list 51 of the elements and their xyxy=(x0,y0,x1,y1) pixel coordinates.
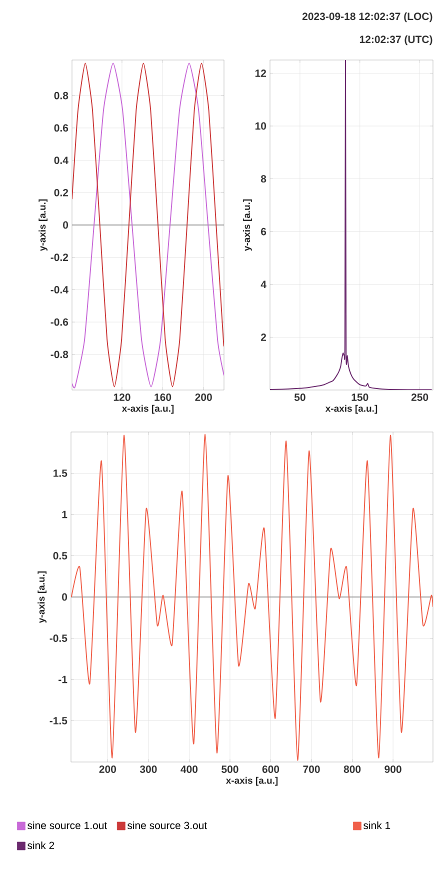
x-tick-label: 50 xyxy=(294,394,306,401)
x-tick-label: 300 xyxy=(140,766,157,773)
y-tick-label: 2 xyxy=(260,334,266,341)
y-tick-label: 0.4 xyxy=(54,156,68,164)
x-tick-label: 700 xyxy=(303,766,320,773)
legend-label: sink 2 xyxy=(27,841,54,850)
y-tick-label: -0.6 xyxy=(50,318,68,326)
x-tick-label: 160 xyxy=(154,394,172,401)
y-tick-label: -0.8 xyxy=(50,350,68,358)
y-tick-label: -1.5 xyxy=(50,717,68,724)
y-tick-label: 0 xyxy=(62,593,68,601)
y-tick-label: 10 xyxy=(255,122,266,130)
y-tick-label: 4 xyxy=(260,280,266,288)
y-axis-title: y-axis [a.u.] xyxy=(38,571,47,624)
y-tick-label: 1.5 xyxy=(54,470,68,477)
x-axis-title: x-axis [a.u.] xyxy=(122,404,174,414)
x-tick-label: 250 xyxy=(411,394,428,401)
y-tick-label: -0.5 xyxy=(50,634,68,642)
x-tick-label: 400 xyxy=(180,766,198,773)
x-tick-label: 900 xyxy=(384,766,402,773)
x-axis-title: x-axis [a.u.] xyxy=(325,404,378,414)
x-tick-label: 500 xyxy=(222,766,238,773)
y-tick-label: -0.4 xyxy=(50,286,68,294)
line-series xyxy=(270,60,432,390)
text: 12:02:37 (UTC) xyxy=(360,35,432,46)
legend-label: sink 1 xyxy=(363,821,390,830)
x-tick-label: 600 xyxy=(262,766,280,773)
y-axis-title: y-axis [a.u.] xyxy=(243,199,252,252)
line-series xyxy=(71,434,433,761)
y-tick-label: 0.5 xyxy=(53,552,68,560)
x-tick-label: 800 xyxy=(344,766,361,773)
x-tick-label: 120 xyxy=(114,394,130,401)
y-tick-label: 0.2 xyxy=(54,188,68,196)
y-axis-title: y-axis [a.u.] xyxy=(38,199,48,252)
x-tick-label: 200 xyxy=(195,394,212,401)
y-tick-label: 0.6 xyxy=(54,124,68,132)
y-tick-label: 8 xyxy=(260,175,266,183)
legend-label: sine source 3.out xyxy=(127,821,208,830)
legend-label: sine source 1.out xyxy=(27,821,108,830)
y-tick-label: -1 xyxy=(58,676,68,684)
y-tick-label: 6 xyxy=(260,228,266,236)
x-axis-title: x-axis [a.u.] xyxy=(226,776,278,786)
x-tick-label: 150 xyxy=(352,394,368,401)
x-tick-label: 200 xyxy=(99,766,116,773)
y-tick-label: 1 xyxy=(62,510,68,518)
y-tick-label: 0 xyxy=(63,221,68,229)
y-tick-label: 12 xyxy=(255,70,266,77)
y-tick-label: 0.8 xyxy=(54,92,68,100)
text: 2023-09-18 12:02:37 (LOC) xyxy=(302,12,432,22)
y-tick-label: -0.2 xyxy=(50,254,68,262)
line-series xyxy=(72,62,224,388)
